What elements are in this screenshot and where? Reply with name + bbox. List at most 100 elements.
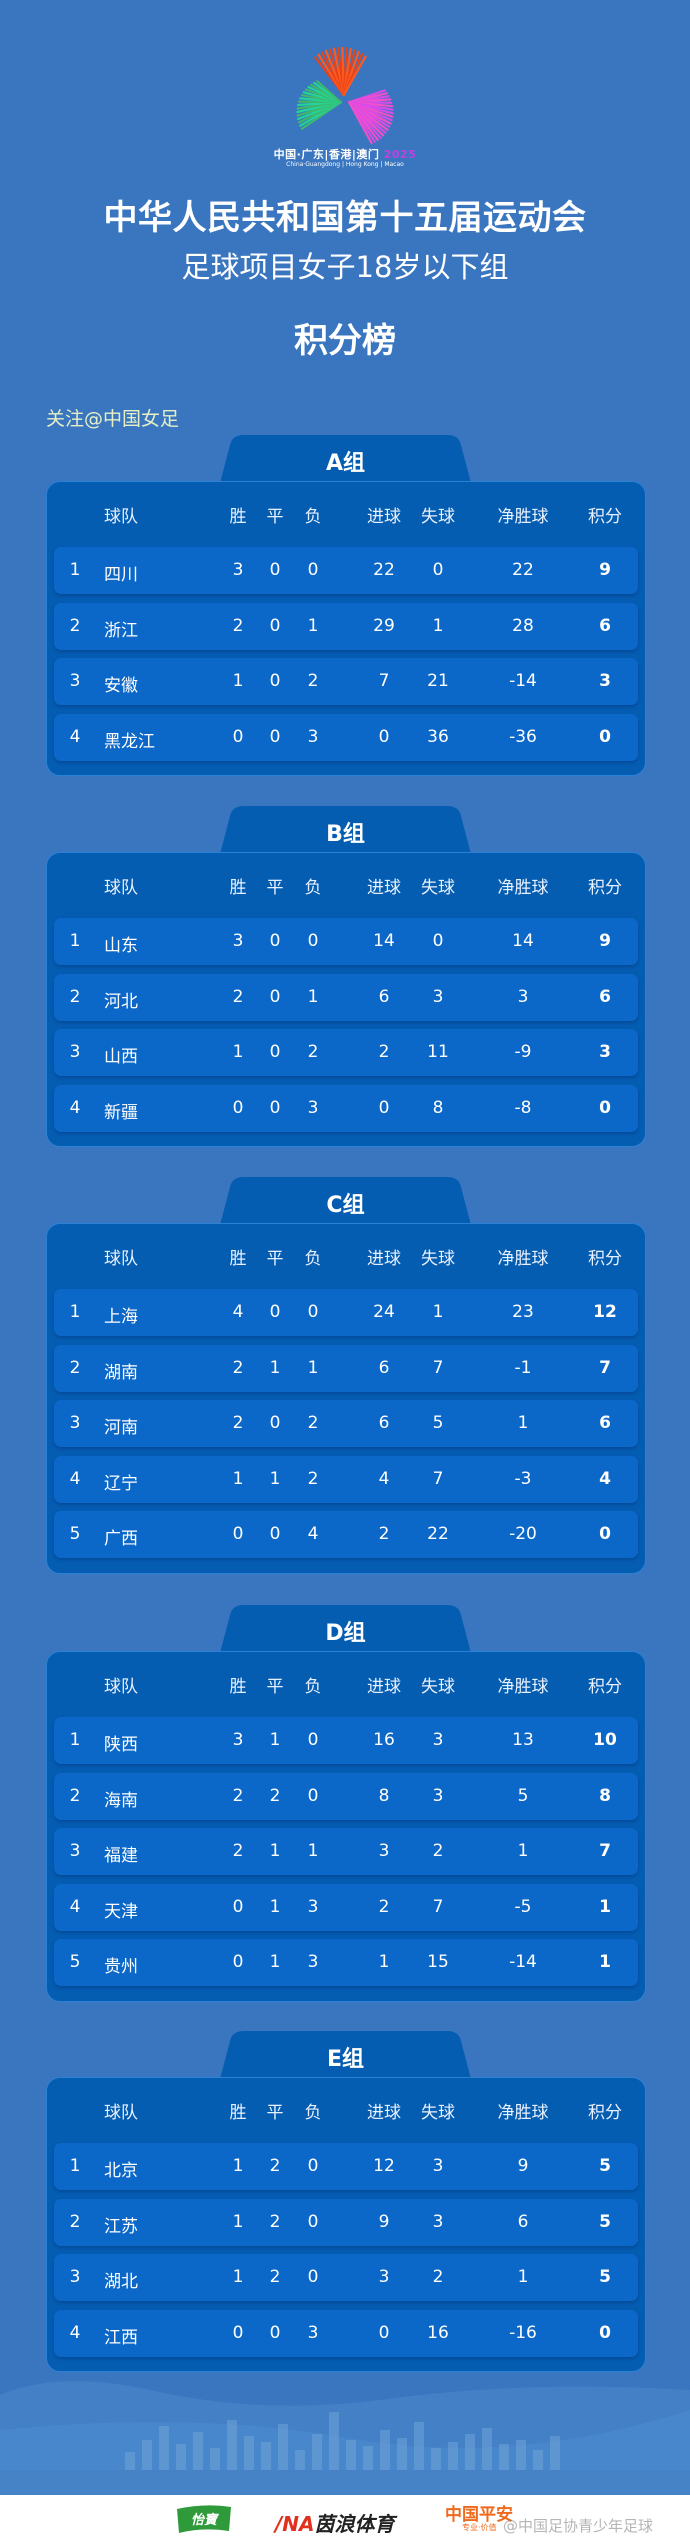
watermark: @中国足协青少年足球 (503, 2517, 654, 2535)
page-subtitle: 足球项目女子18岁以下组 (181, 250, 509, 284)
points-cell: 9 (599, 560, 611, 580)
water-band (0, 2470, 690, 2496)
goal-difference-cell: -5 (514, 1896, 532, 1917)
skyline-building (414, 2422, 424, 2470)
table-row: 5 贵州 0 1 3 1 15 -14 1 (54, 1939, 638, 1986)
group-tab: A组 (220, 435, 471, 483)
wins-cell: 0 (232, 1952, 244, 1972)
points-cell: 5 (599, 2267, 611, 2287)
games-logo (296, 46, 394, 145)
table-row: 5 广西 0 0 4 2 22 -20 0 (54, 1511, 638, 1558)
points-cell: 12 (593, 1302, 617, 1322)
column-header: 净胜球 (497, 2103, 549, 2123)
group-title: A组 (325, 451, 366, 476)
column-header: 平 (266, 1249, 284, 1269)
skyline-building (550, 2436, 560, 2470)
goals-for-cell: 29 (373, 615, 395, 636)
column-header: 积分 (588, 878, 622, 898)
wins-cell: 2 (232, 986, 244, 1007)
goals-for-cell: 2 (378, 1524, 390, 1544)
group-title: D组 (325, 1621, 366, 1646)
losses-cell: 0 (307, 2211, 319, 2232)
team-cell: 陕西 (104, 1735, 138, 1755)
team-cell: 黑龙江 (104, 731, 155, 752)
column-header: 球队 (104, 2103, 138, 2123)
losses-cell: 3 (307, 2322, 319, 2343)
table-row: 4 辽宁 1 1 2 4 7 -3 4 (54, 1455, 638, 1503)
rank-cell: 3 (69, 1413, 81, 1433)
team-cell: 江西 (104, 2327, 138, 2348)
table-row: 3 湖北 1 2 0 3 2 1 5 (54, 2254, 638, 2301)
group-title: C组 (326, 1193, 365, 1218)
losses-cell: 0 (307, 931, 319, 951)
draws-cell: 0 (269, 2322, 281, 2343)
goal-difference-cell: 1 (517, 1841, 529, 1861)
losses-cell: 1 (307, 1841, 319, 1861)
goals-against-cell: 0 (432, 560, 444, 580)
goals-for-cell: 22 (373, 560, 395, 580)
goals-against-cell: 1 (432, 1302, 444, 1322)
group-title: B组 (326, 822, 365, 847)
wins-cell: 0 (232, 726, 244, 747)
rank-cell: 5 (69, 1952, 81, 1972)
skyline-building (244, 2436, 254, 2470)
skyline-building (193, 2432, 203, 2470)
team-cell: 广西 (104, 1529, 138, 1549)
goals-for-cell: 24 (373, 1302, 395, 1322)
column-header: 负 (304, 1249, 322, 1269)
skyline-building (499, 2444, 509, 2470)
points-cell: 1 (599, 1896, 611, 1917)
goals-against-cell: 0 (432, 931, 444, 951)
goals-against-cell: 3 (432, 1785, 444, 1806)
goal-difference-cell: 13 (512, 1730, 534, 1750)
draws-cell: 0 (269, 615, 281, 636)
skyline-building (210, 2448, 220, 2470)
skyline-building (465, 2434, 475, 2470)
skyline-building (329, 2412, 339, 2470)
column-header: 负 (304, 2103, 322, 2123)
logo-caption: 中国·广东|香港|澳门 2025 (273, 148, 417, 161)
skyline-building (295, 2450, 305, 2470)
goals-for-cell: 2 (378, 1896, 390, 1917)
goals-against-cell: 2 (432, 2267, 444, 2287)
draws-cell: 0 (269, 560, 281, 580)
wins-cell: 2 (232, 615, 244, 636)
goals-against-cell: 3 (432, 986, 444, 1007)
table-row: 1 四川 3 0 0 22 0 22 9 (54, 547, 638, 594)
table-row: 4 江西 0 0 3 0 16 -16 0 (54, 2309, 638, 2357)
goal-difference-cell: 1 (517, 2267, 529, 2287)
team-cell: 海南 (104, 1790, 138, 1811)
losses-cell: 2 (307, 671, 319, 691)
page-title: 中华人民共和国第十五届运动会 (103, 198, 587, 238)
goal-difference-cell: -3 (514, 1468, 532, 1489)
team-cell: 山西 (104, 1047, 138, 1067)
column-header: 进球 (367, 2103, 401, 2123)
standings-table: 球队胜平负进球 失球 净胜球 积分 1 上海 4 0 0 24 1 23 12 2 湖南 2 1 1 6 7 -1 7 3 河… (46, 1223, 646, 1574)
table-row: 2 江苏 1 2 0 9 3 6 5 (54, 2198, 638, 2246)
sponsor-logo-yibao: 怡寶 (177, 2505, 231, 2533)
skyline-building (363, 2446, 373, 2470)
column-header: 净胜球 (497, 878, 549, 898)
column-header: 失球 (421, 878, 455, 898)
rank-cell: 2 (69, 615, 81, 636)
points-cell: 0 (599, 726, 611, 747)
column-header: 进球 (367, 507, 401, 527)
group-tab: C组 (220, 1177, 471, 1225)
rank-cell: 4 (69, 726, 81, 747)
draws-cell: 2 (269, 2156, 281, 2176)
points-cell: 3 (599, 671, 611, 691)
column-header: 胜 (229, 507, 247, 527)
column-header: 平 (266, 1677, 284, 1697)
wins-cell: 2 (232, 1785, 244, 1806)
goal-difference-cell: -1 (514, 1357, 532, 1378)
group-tab: B组 (220, 806, 471, 854)
draws-cell: 1 (269, 1468, 281, 1489)
losses-cell: 0 (307, 1785, 319, 1806)
column-header: 负 (304, 507, 322, 527)
goals-against-cell: 7 (432, 1357, 444, 1378)
team-cell: 河南 (104, 1418, 138, 1438)
draws-cell: 0 (269, 986, 281, 1007)
goal-difference-cell: 3 (517, 986, 529, 1007)
losses-cell: 0 (307, 2156, 319, 2176)
points-cell: 1 (599, 1952, 611, 1972)
